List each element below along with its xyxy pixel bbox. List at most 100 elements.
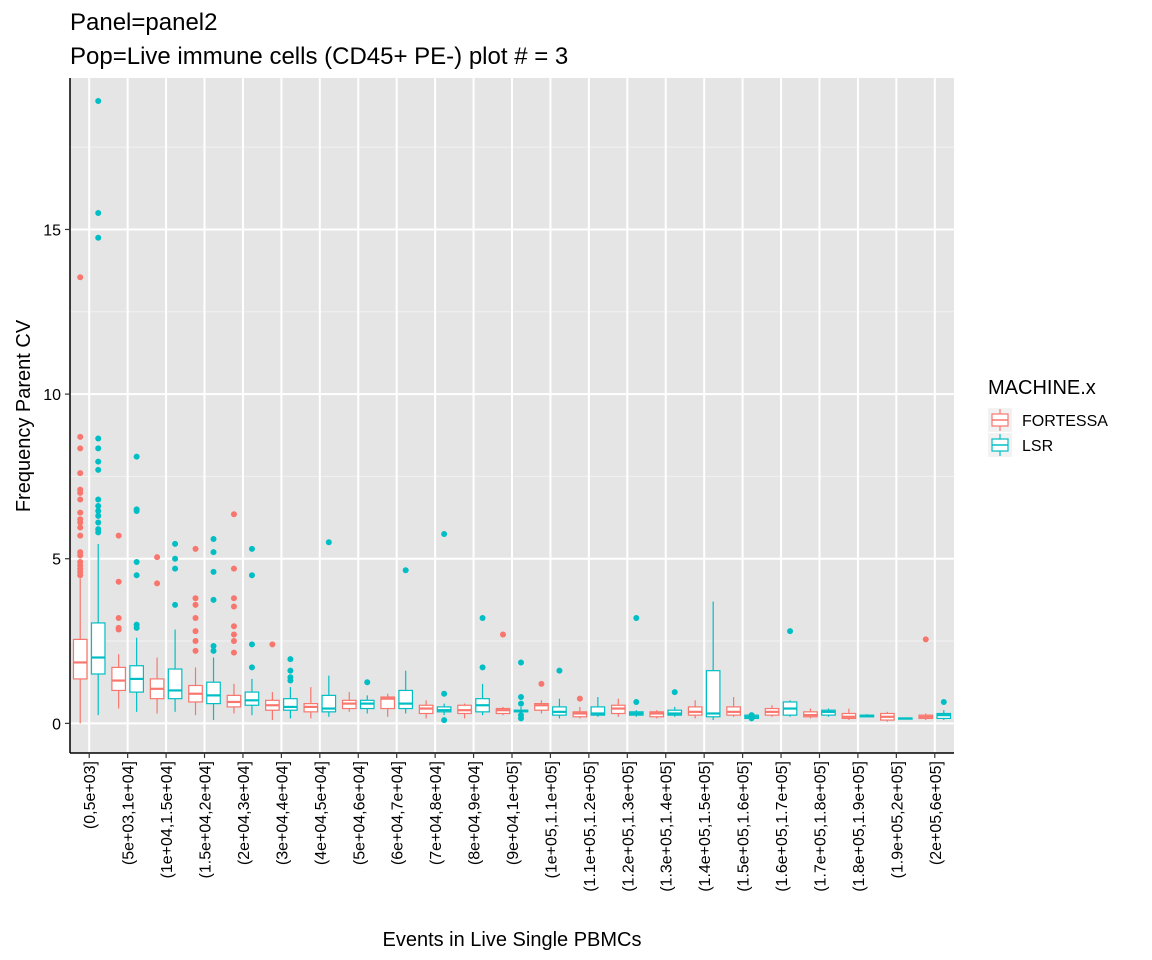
outlier-point [192, 638, 199, 645]
x-tick-label: (6e+04,7e+04] [390, 761, 407, 865]
outlier-point [287, 667, 294, 674]
outlier-point [748, 712, 755, 719]
outlier-point [192, 628, 199, 635]
outlier-point [518, 700, 524, 707]
outlier-point [402, 567, 409, 574]
outlier-point [269, 641, 276, 648]
outlier-point [77, 524, 84, 531]
outlier-point [172, 601, 179, 608]
outlier-point [518, 659, 524, 666]
outlier-point [230, 511, 237, 518]
outlier-point [230, 595, 237, 602]
x-tick-label: (5e+04,6e+04] [351, 761, 368, 865]
outlier-point [77, 433, 84, 440]
box-body [111, 666, 127, 692]
outlier-point [364, 679, 371, 686]
box-body [534, 703, 549, 711]
box-body [590, 706, 606, 716]
outlier-point [154, 554, 161, 561]
y-axis-title: Frequency Parent CV [13, 319, 35, 512]
box-body [90, 622, 106, 675]
outlier-point [210, 596, 217, 603]
outlier-point [192, 601, 199, 608]
outlier-point [248, 664, 255, 671]
outlier-point [172, 555, 179, 562]
box-body [244, 691, 260, 706]
legend-label: FORTESSA [1022, 413, 1108, 430]
x-tick-label: (1.8e+05,1.9e+05] [851, 761, 868, 892]
outlier-point [287, 674, 294, 681]
box-body [380, 696, 396, 710]
outlier-point [538, 680, 545, 687]
outlier-point [172, 540, 179, 547]
box-series [72, 98, 952, 724]
outlier-point [556, 667, 563, 674]
outlier-point [441, 531, 448, 538]
outlier-point [154, 580, 161, 587]
outlier-point [518, 712, 524, 719]
outlier-point [77, 549, 84, 556]
outlier-point [95, 98, 102, 105]
outlier-point [230, 603, 237, 610]
outlier-point [230, 631, 237, 638]
outlier-point [95, 503, 102, 510]
outlier-point [248, 641, 255, 648]
outlier-point [77, 496, 84, 503]
outlier-point [77, 445, 84, 452]
x-tick-label: (0,5e+03] [82, 761, 99, 829]
outlier-point [77, 274, 84, 281]
chart-title-line2: Pop=Live immune cells (CD45+ PE-) plot #… [70, 43, 568, 70]
outlier-point [940, 698, 947, 705]
outlier-point [287, 656, 294, 663]
gridlines [70, 78, 954, 753]
outlier-point [133, 621, 140, 628]
y-tick-label: 5 [52, 552, 61, 569]
x-axis-title: Events in Live Single PBMCs [382, 929, 641, 951]
legend-label: LSR [1022, 438, 1053, 455]
outlier-point [192, 615, 199, 621]
outlier-point [133, 453, 140, 460]
outlier-point [210, 535, 217, 542]
outlier-point [210, 642, 217, 649]
outlier-point [95, 519, 102, 526]
x-tick-label: (1.9e+05,2e+05] [889, 761, 906, 878]
chart-title-line1: Panel=panel2 [70, 9, 217, 36]
outlier-point [210, 647, 217, 654]
x-tick-label: (1.5e+05,1.6e+05] [736, 761, 753, 892]
x-tick-label: (1.7e+05,1.8e+05] [812, 761, 829, 892]
outlier-point [671, 689, 678, 696]
box-body [206, 681, 221, 705]
outlier-point [518, 694, 524, 701]
outlier-point [192, 647, 199, 654]
box-body [398, 689, 414, 710]
x-tick-label: (5e+03,1e+04] [121, 761, 138, 865]
outlier-point [230, 623, 237, 630]
outlier-point [77, 559, 84, 566]
outlier-point [172, 565, 179, 572]
outlier-point [77, 470, 84, 477]
outlier-point [230, 638, 237, 645]
outlier-point [210, 568, 217, 575]
outlier-point [133, 506, 140, 513]
outlier-point [210, 549, 217, 556]
outlier-point [230, 649, 237, 656]
outlier-point [95, 496, 102, 503]
outlier-point [95, 507, 102, 514]
outlier-point [95, 435, 102, 442]
outlier-point [77, 516, 84, 523]
outlier-point [95, 445, 102, 452]
outlier-point [115, 615, 122, 621]
outlier-point [95, 234, 102, 241]
outlier-point [500, 631, 506, 638]
y-tick-label: 0 [52, 716, 61, 733]
outlier-point [192, 545, 199, 552]
outlier-point [633, 698, 640, 705]
outlier-point [95, 466, 102, 473]
legend: MACHINE.x FORTESSA LSR [988, 377, 1108, 457]
x-axis: (0,5e+03] (5e+03,1e+04] (1e+04,1.5e+04] (1.… [82, 753, 945, 892]
x-tick-label: (8e+04,9e+04] [467, 761, 484, 865]
outlier-point [787, 628, 794, 635]
box-body [705, 670, 721, 718]
x-tick-label: (1e+05,1.1e+05] [543, 761, 560, 878]
